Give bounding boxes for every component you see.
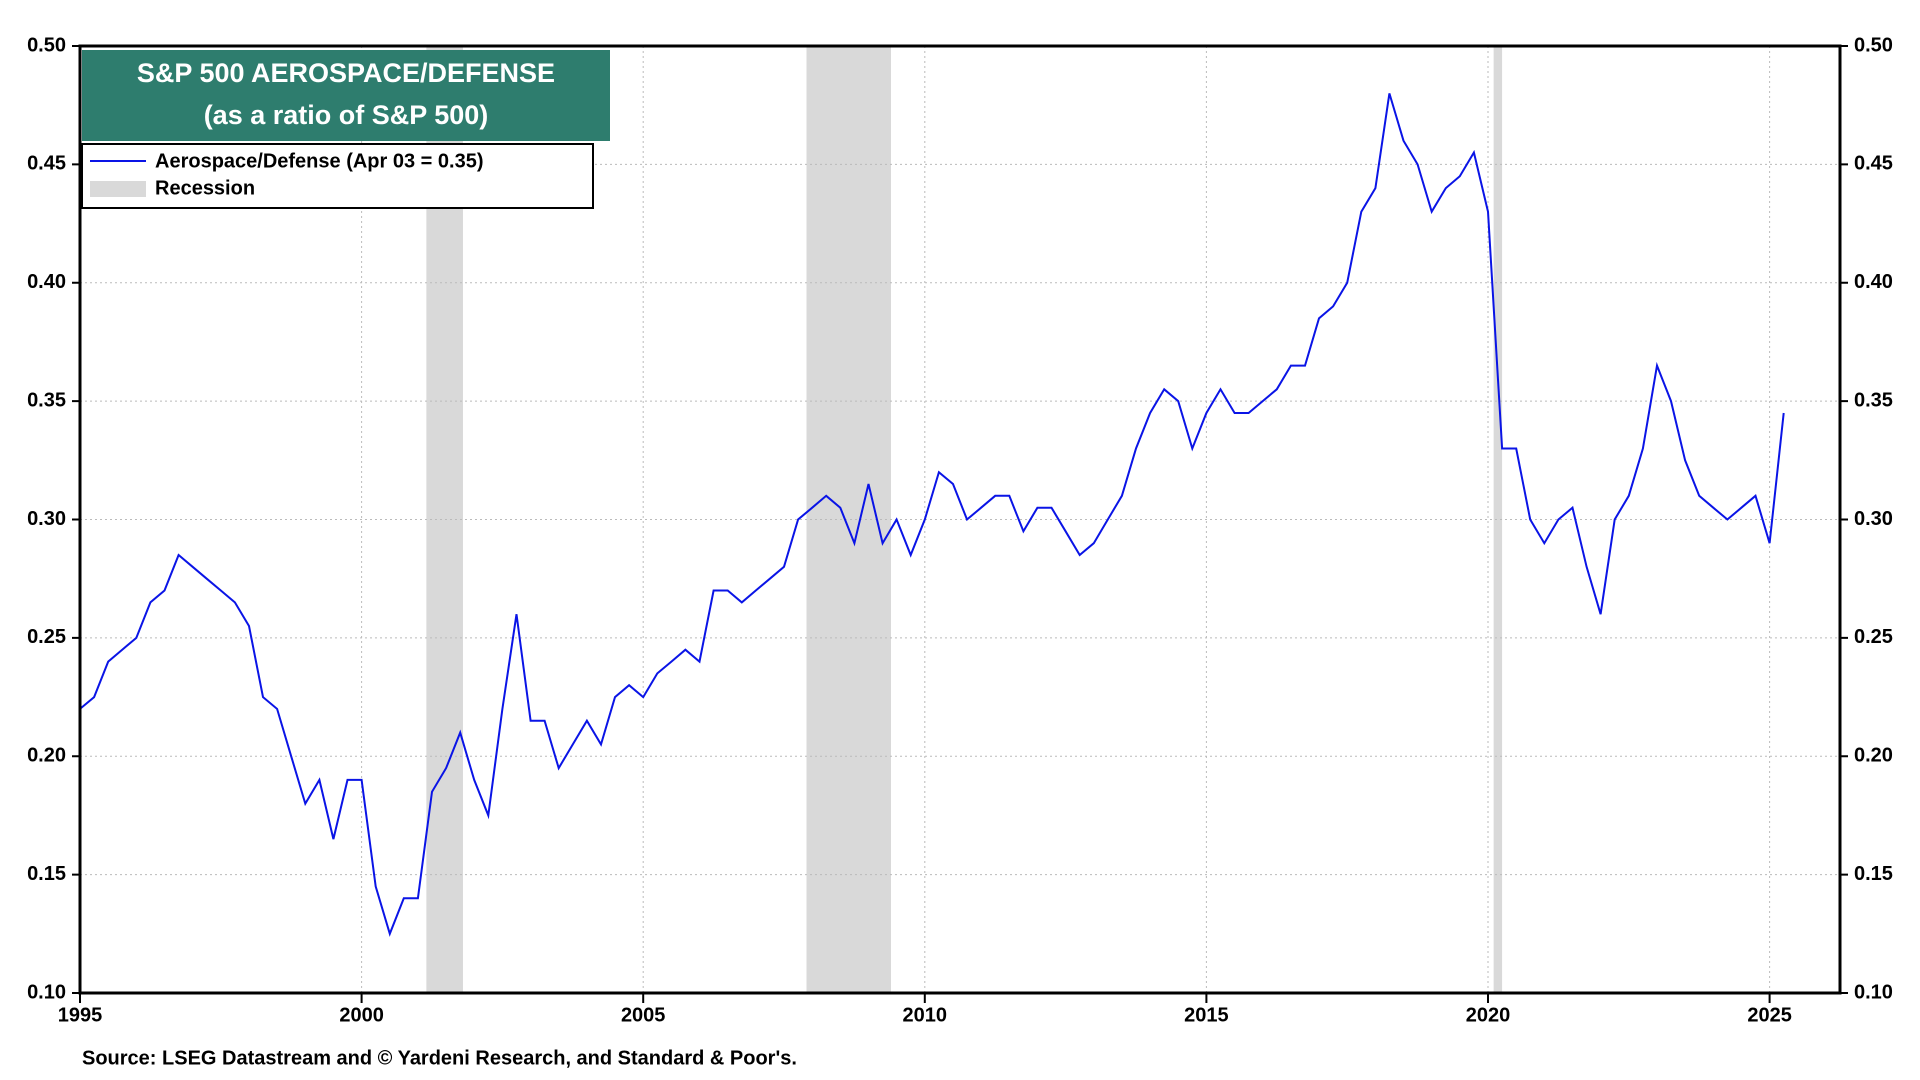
y2-tick-label: 0.20 (1854, 745, 1893, 767)
source-note: Source: LSEG Datastream and © Yardeni Re… (82, 1047, 797, 1069)
y-tick-label: 0.20 (27, 745, 66, 767)
x-tick-label: 2015 (1184, 1004, 1229, 1026)
chart-subtitle: (as a ratio of S&P 500) (204, 100, 489, 130)
y2-tick-label: 0.30 (1854, 508, 1893, 530)
y2-tick-label: 0.45 (1854, 153, 1893, 175)
plot-frame (78, 44, 1842, 995)
y-tick-label: 0.35 (27, 389, 66, 411)
title-box (82, 50, 610, 141)
x-tick-label: 2020 (1466, 1004, 1511, 1026)
y2-tick-label: 0.25 (1854, 626, 1893, 648)
y-tick-label: 0.40 (27, 271, 66, 293)
y2-tick-label: 0.15 (1854, 863, 1893, 885)
legend-box (81, 143, 594, 209)
y-tick-label: 0.45 (27, 153, 66, 175)
y-tick-label: 0.30 (27, 508, 66, 530)
legend-swatch (90, 181, 146, 197)
y-tick-label: 0.50 (27, 34, 66, 56)
y-tick-label: 0.25 (27, 626, 66, 648)
y-tick-label: 0.15 (27, 863, 66, 885)
recession-band (806, 46, 892, 993)
y2-tick-label: 0.35 (1854, 389, 1893, 411)
chart-title: S&P 500 AEROSPACE/DEFENSE (137, 58, 555, 88)
recession-band (1493, 46, 1503, 993)
y2-tick-label: 0.40 (1854, 271, 1893, 293)
legend-label: Aerospace/Defense (Apr 03 = 0.35) (155, 150, 484, 172)
x-tick-label: 2025 (1747, 1004, 1792, 1026)
x-tick-label: 1995 (58, 1004, 103, 1026)
legend-label: Recession (155, 177, 255, 199)
x-tick-label: 2005 (621, 1004, 666, 1026)
data-line (79, 93, 1785, 937)
x-tick-label: 2010 (903, 1004, 948, 1026)
x-tick-label: 2000 (339, 1004, 384, 1026)
y-tick-label: 0.10 (27, 981, 66, 1003)
y2-tick-label: 0.50 (1854, 34, 1893, 56)
y2-tick-label: 0.10 (1854, 981, 1893, 1003)
